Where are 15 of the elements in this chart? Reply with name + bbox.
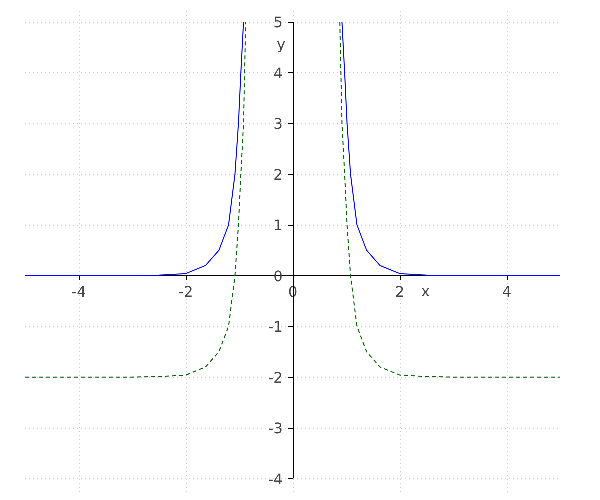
y-tick-label: 1	[274, 218, 284, 235]
x-tick-label: -4	[72, 284, 86, 301]
x-tick-label: 2	[395, 284, 405, 301]
y-tick-label: -2	[268, 370, 284, 387]
x-tick-label: 4	[502, 284, 512, 301]
y-tick-label: 2	[274, 166, 284, 184]
x-tick-label: -2	[178, 284, 194, 301]
y-tick-label: 5	[274, 14, 284, 32]
y-tick-label: -4	[268, 471, 284, 488]
y-tick-label: -3	[268, 420, 284, 438]
x-axis-title: x	[421, 283, 430, 300]
y-tick-label: -1	[268, 319, 284, 336]
y-tick-label: 4	[274, 65, 284, 82]
y-tick-label: 3	[274, 116, 284, 134]
y-axis-title: y	[276, 36, 286, 54]
